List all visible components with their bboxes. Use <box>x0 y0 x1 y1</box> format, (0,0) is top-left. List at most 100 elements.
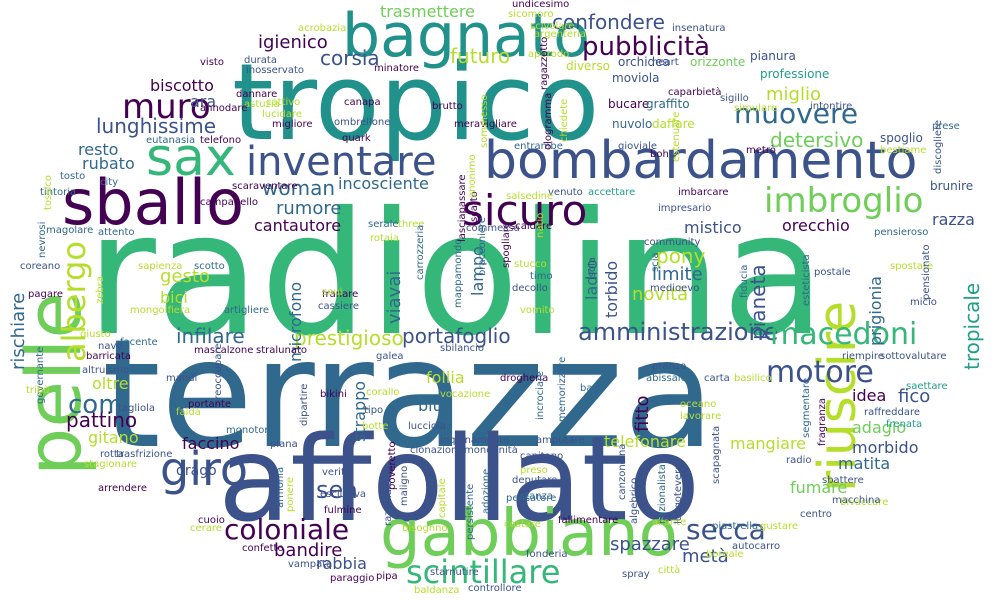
word: incrociare <box>535 370 546 420</box>
word: tribù <box>26 385 50 396</box>
word: morbido <box>852 438 919 457</box>
word: imbroglio <box>764 181 924 221</box>
word: tagliola <box>118 403 155 414</box>
word: mandi <box>166 373 198 384</box>
word: fulmine <box>324 505 362 516</box>
word: scivolare <box>530 21 575 32</box>
word: ponere <box>285 477 296 512</box>
word: monotonia <box>226 425 280 436</box>
word: nuvolo <box>612 117 653 131</box>
word: estenuare <box>671 111 682 162</box>
word: intontire <box>810 101 853 112</box>
word: inventare <box>246 139 437 185</box>
word: attento <box>98 227 135 238</box>
word: prigionia <box>866 276 885 346</box>
word: approdo <box>528 49 570 60</box>
word: follia <box>426 368 465 387</box>
word: imbarcare <box>678 187 729 198</box>
word: brutto <box>432 101 463 112</box>
word: idea <box>852 386 887 405</box>
word: orizzonte <box>690 55 746 69</box>
word: bestiame <box>880 145 927 156</box>
word: muro <box>122 87 211 127</box>
word: prese <box>932 121 960 132</box>
word: gabbiano <box>380 497 678 571</box>
word: stagionare <box>84 459 138 470</box>
word: soul <box>322 287 343 298</box>
word: dannare <box>236 89 278 100</box>
word: decollo <box>512 283 548 294</box>
word: verità <box>322 467 352 478</box>
word: visto <box>200 57 224 68</box>
word: pensatore <box>506 493 557 504</box>
word: medioevo <box>650 283 700 294</box>
word: sbilancio <box>440 343 484 354</box>
word: algebrico <box>629 477 640 524</box>
word: trasfrizione <box>116 449 173 460</box>
word: community <box>644 237 701 248</box>
word: bikini <box>320 389 347 400</box>
word: bivaccare <box>840 497 889 508</box>
word: inquinamento <box>440 435 510 446</box>
word: falda <box>176 407 201 418</box>
word: blue <box>418 396 453 415</box>
word: terrazza <box>102 308 716 482</box>
word: impresario <box>658 203 712 214</box>
word: fitto <box>632 395 653 432</box>
word: discogliere <box>933 119 944 174</box>
word: scapagnata <box>711 425 722 484</box>
word: segmentare <box>801 377 812 438</box>
word: carta <box>704 373 730 384</box>
word: sax <box>146 128 236 188</box>
word: tropico <box>232 41 600 164</box>
word: scia <box>650 252 661 272</box>
word: faccino <box>182 434 240 453</box>
word: spray <box>622 569 650 580</box>
word: radiolina <box>86 176 826 374</box>
word: capitale <box>437 478 448 518</box>
word: igienico <box>258 32 328 53</box>
word: torbido <box>602 260 621 318</box>
word: rubato <box>82 154 135 173</box>
word: esteticista <box>801 254 812 306</box>
word: cattivo <box>266 97 301 108</box>
word: ragazzotto <box>539 36 550 90</box>
word: capitano <box>520 451 564 462</box>
word: adozione <box>481 468 492 514</box>
word: pubblicità <box>582 32 711 62</box>
word: inosservato <box>246 65 305 76</box>
word: lungotevere <box>673 463 684 524</box>
word: quark <box>342 133 371 144</box>
word: bombardamento <box>484 131 918 191</box>
word: rotaia <box>370 233 399 244</box>
word: serale <box>368 219 399 230</box>
word: vampata <box>288 559 333 570</box>
word: tosto <box>60 171 86 182</box>
word: sballo <box>62 166 245 239</box>
word: salsedine <box>506 191 554 202</box>
word: gustare <box>760 521 798 532</box>
word: costare <box>504 519 541 530</box>
word: telefonare <box>604 432 686 451</box>
word: diverso <box>566 59 610 73</box>
word: detersivo <box>770 128 864 152</box>
word: sottovalutare <box>880 351 947 362</box>
word: zebra <box>95 276 106 304</box>
word: bracconiere <box>477 216 488 276</box>
word: scaraventare <box>232 181 298 192</box>
word: lucidare <box>262 109 302 120</box>
word: arrendere <box>98 483 147 494</box>
word: pranzo <box>652 361 687 372</box>
word: postale <box>814 267 851 278</box>
word: drogheria <box>500 373 549 384</box>
word: mondanità <box>464 445 518 456</box>
word: incosciente <box>338 174 429 193</box>
word: sapienza <box>138 261 183 272</box>
word: stucco <box>514 259 547 270</box>
word: macedoni <box>770 317 918 352</box>
word: micio <box>910 297 937 308</box>
word: piana <box>270 439 298 450</box>
word: city <box>100 177 119 188</box>
word: graffito <box>646 97 690 111</box>
